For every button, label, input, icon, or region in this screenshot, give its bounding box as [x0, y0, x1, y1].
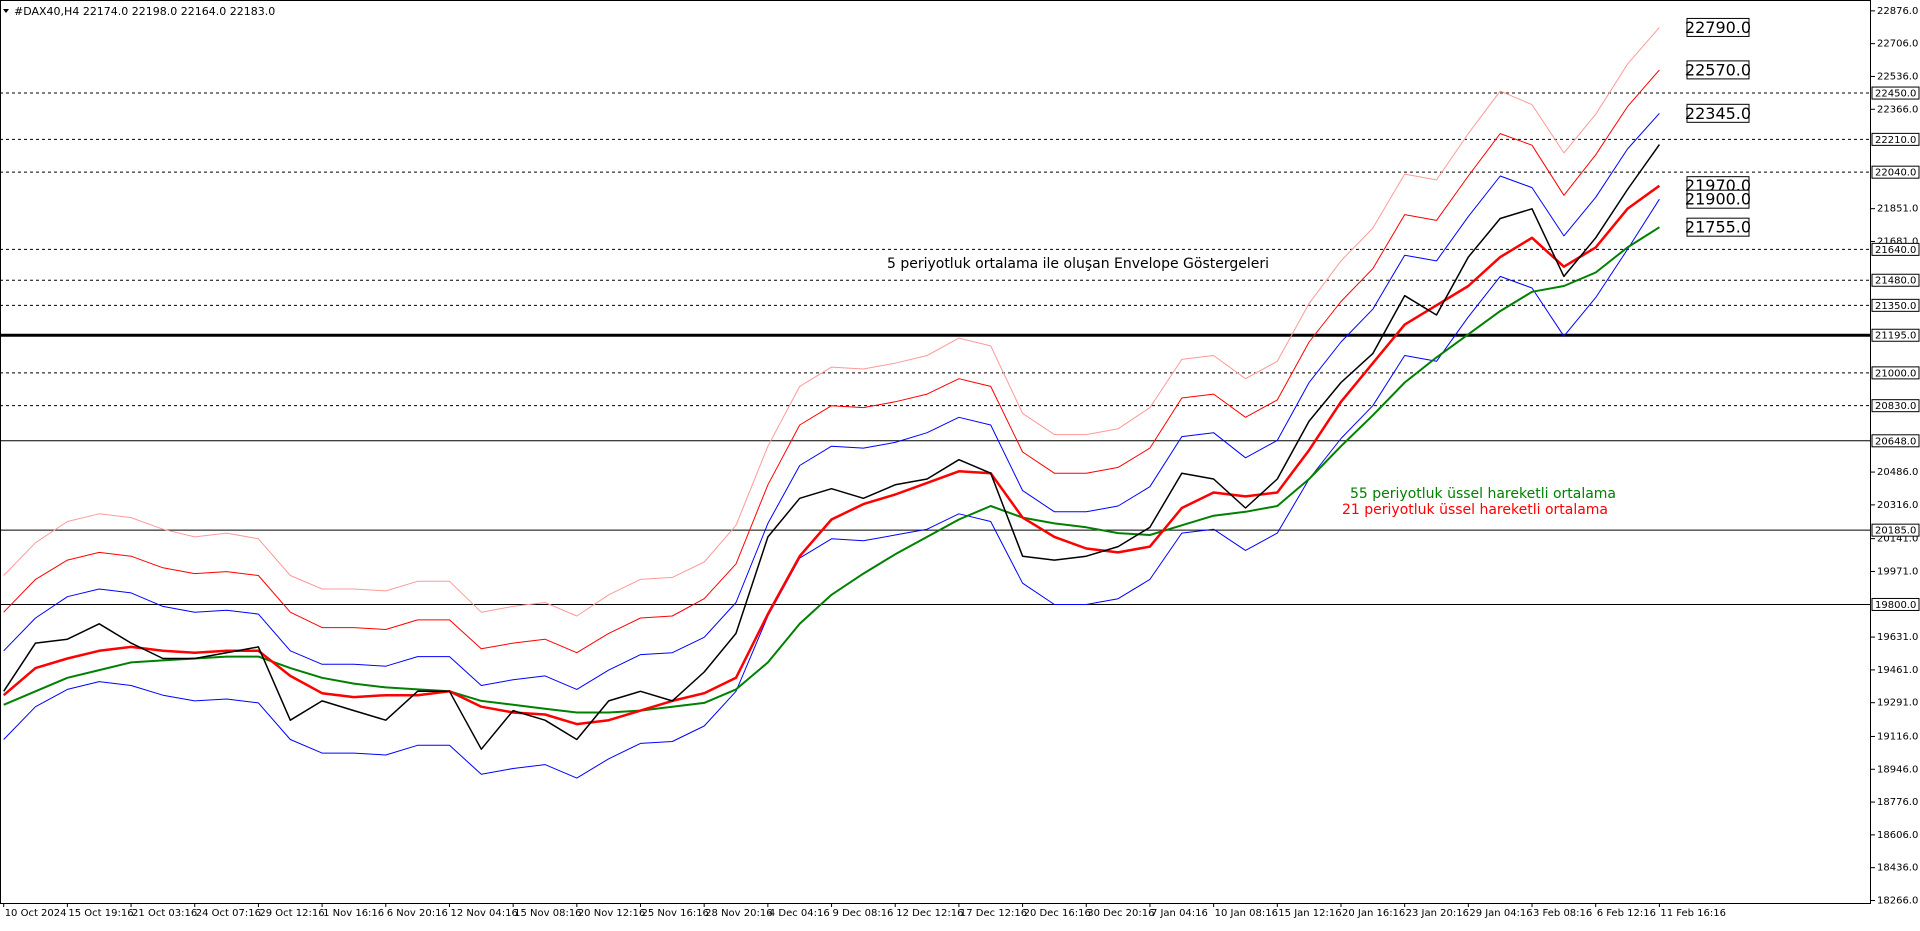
level-label-box [1871, 366, 1920, 380]
level-label: 22210.0 [1875, 135, 1916, 146]
price-tag-label: 22570.0 [1685, 60, 1751, 79]
x-tick-label: 25 Nov 16:16 [642, 908, 709, 919]
y-tick-label: 21681.0 [1877, 236, 1918, 247]
y-tick-label: 19116.0 [1877, 731, 1918, 742]
level-label-box [1871, 399, 1920, 413]
price-tag-label: 22345.0 [1685, 104, 1751, 123]
level-label: 21480.0 [1875, 276, 1916, 287]
x-tick-label: 24 Oct 07:16 [196, 908, 261, 919]
x-tick-label: 6 Nov 20:16 [387, 908, 448, 919]
x-tick-label: 15 Nov 08:16 [514, 908, 581, 919]
y-tick-label: 18436.0 [1877, 863, 1918, 874]
price-tag-box [1686, 60, 1750, 80]
y-tick-label: 22876.0 [1877, 6, 1918, 17]
level-label-box [1871, 328, 1920, 342]
level-label: 20185.0 [1875, 526, 1916, 537]
header-arrow [3, 9, 9, 13]
level-label-box [1871, 597, 1920, 611]
annotation: 21 periyotluk üssel hareketli ortalama [1342, 502, 1608, 518]
plot-frame [0, 0, 1871, 904]
y-tick-label: 18776.0 [1877, 797, 1918, 808]
level-label: 19800.0 [1875, 600, 1916, 611]
level-label: 20830.0 [1875, 401, 1916, 412]
series-line [3, 27, 1660, 617]
level-label-box [1871, 298, 1920, 312]
x-tick-label: 4 Dec 04:16 [769, 908, 830, 919]
x-tick-label: 9 Dec 08:16 [833, 908, 894, 919]
y-tick-label: 19291.0 [1877, 698, 1918, 709]
level-label-box [1871, 242, 1920, 256]
level-label-box [1871, 165, 1920, 179]
y-tick-label: 19971.0 [1877, 566, 1918, 577]
x-tick-label: 12 Nov 04:16 [450, 908, 517, 919]
series-line [2, 184, 1661, 726]
x-tick-label: 6 Feb 12:16 [1597, 908, 1656, 919]
x-tick-label: 10 Oct 2024 [5, 908, 67, 919]
price-tag-label: 22790.0 [1685, 18, 1751, 37]
x-tick-label: 12 Dec 12:16 [896, 908, 963, 919]
x-tick-label: 1 Nov 16:16 [323, 908, 384, 919]
y-tick-label: 18266.0 [1877, 895, 1918, 906]
y-tick-label: 20141.0 [1877, 534, 1918, 545]
level-label: 21000.0 [1875, 368, 1916, 379]
level-label: 21350.0 [1875, 301, 1916, 312]
y-tick-label: 22366.0 [1877, 104, 1918, 115]
price-tag-box [1686, 217, 1750, 237]
x-tick-label: 7 Jan 04:16 [1151, 908, 1208, 919]
x-tick-label: 28 Nov 20:16 [705, 908, 772, 919]
y-tick-label: 19631.0 [1877, 632, 1918, 643]
level-label-box [1871, 132, 1920, 146]
y-tick-label: 21851.0 [1877, 204, 1918, 215]
series-line [3, 69, 1660, 654]
x-tick-label: 10 Jan 08:16 [1215, 908, 1278, 919]
x-tick-label: 15 Jan 12:16 [1278, 908, 1341, 919]
level-label: 21195.0 [1875, 331, 1916, 342]
annotation: 55 periyotluk üssel hareketli ortalama [1350, 486, 1616, 502]
price-tag-box [1686, 17, 1750, 37]
series-line [3, 198, 1660, 779]
level-label-box [1871, 523, 1920, 537]
price-tag-label: 21755.0 [1685, 218, 1751, 237]
x-tick-label: 29 Oct 12:16 [259, 908, 324, 919]
level-label: 20648.0 [1875, 436, 1916, 447]
level-label-box [1871, 434, 1920, 448]
level-label-box [1871, 273, 1920, 287]
x-tick-label: 20 Dec 16:16 [1024, 908, 1091, 919]
y-tick-label: 19461.0 [1877, 665, 1918, 676]
y-tick-label: 20486.0 [1877, 467, 1918, 478]
level-label-box [1871, 86, 1920, 100]
x-tick-label: 23 Jan 20:16 [1406, 908, 1469, 919]
x-tick-label: 3 Feb 08:16 [1533, 908, 1592, 919]
y-tick-label: 18946.0 [1877, 764, 1918, 775]
price-tag-box [1686, 103, 1750, 123]
annotation: 5 periyotluk ortalama ile oluşan Envelop… [887, 256, 1269, 272]
series-line [3, 226, 1660, 714]
price-tag-label: 21900.0 [1685, 190, 1751, 209]
x-tick-label: 20 Nov 12:16 [578, 908, 645, 919]
x-tick-label: 29 Jan 04:16 [1469, 908, 1532, 919]
price-tag-box [1686, 189, 1750, 209]
x-tick-label: 20 Jan 16:16 [1342, 908, 1405, 919]
series-line [3, 112, 1660, 690]
x-tick-label: 21 Oct 03:16 [132, 908, 197, 919]
level-label: 21640.0 [1875, 245, 1916, 256]
y-tick-label: 20316.0 [1877, 500, 1918, 511]
y-tick-label: 22536.0 [1877, 71, 1918, 82]
symbol-header: #DAX40,H4 22174.0 22198.0 22164.0 22183.… [14, 5, 275, 18]
x-tick-label: 30 Dec 20:16 [1087, 908, 1154, 919]
level-label: 22450.0 [1875, 89, 1916, 100]
level-label: 22040.0 [1875, 168, 1916, 179]
x-tick-label: 11 Feb 16:16 [1660, 908, 1726, 919]
y-tick-label: 18606.0 [1877, 830, 1918, 841]
x-tick-label: 17 Dec 12:16 [960, 908, 1027, 919]
y-tick-label: 22706.0 [1877, 39, 1918, 50]
x-tick-label: 15 Oct 19:16 [68, 908, 133, 919]
series-line [3, 144, 1661, 750]
